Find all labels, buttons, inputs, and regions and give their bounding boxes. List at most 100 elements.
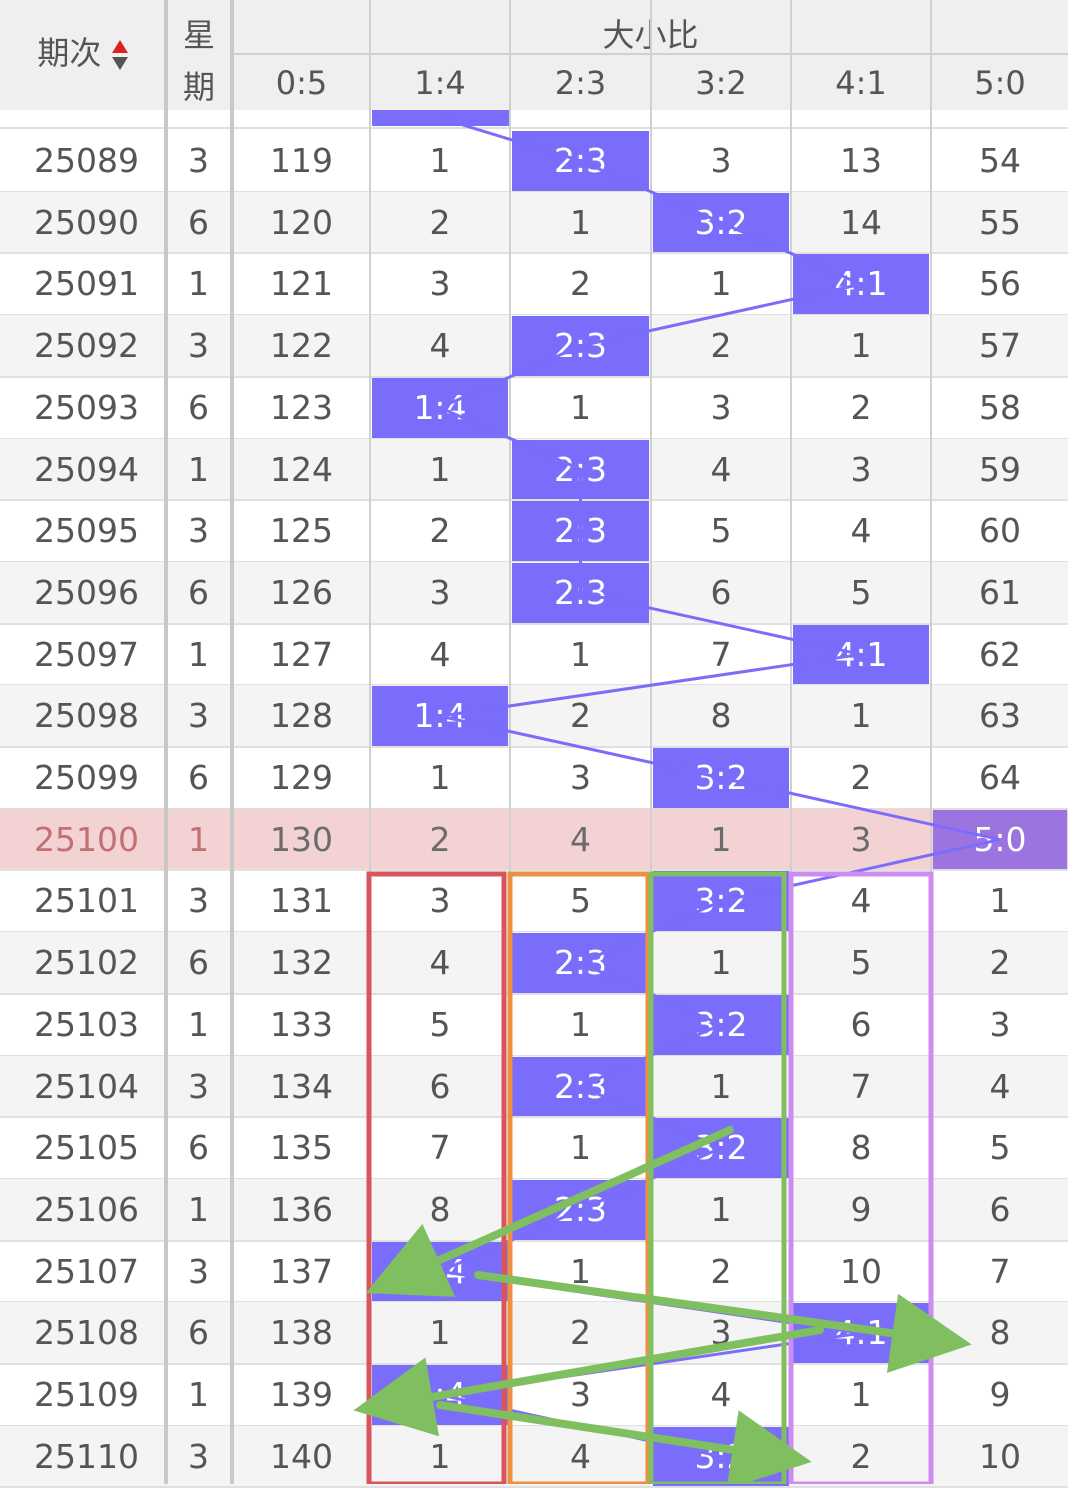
table-row[interactable]: 25104 3 134 6 2:3 1 7 4 xyxy=(0,1055,1068,1118)
miss-count: 125 xyxy=(270,511,333,551)
table-row[interactable]: 25097 1 127 4 1 7 4:1 62 xyxy=(0,624,1068,686)
column-header[interactable]: 4:1 xyxy=(835,64,887,102)
miss-count: 1 xyxy=(710,819,732,859)
issue-header[interactable]: 期次 xyxy=(0,28,165,74)
miss-count: 2 xyxy=(710,1251,732,1291)
table-row[interactable]: 25102 6 132 4 2:3 1 5 2 xyxy=(0,932,1068,995)
miss-count: 126 xyxy=(270,572,333,612)
row-divider xyxy=(0,499,1068,502)
table-row[interactable]: 25089 3 119 1 2:3 3 13 54 xyxy=(0,130,1068,192)
miss-count: 3 xyxy=(570,1375,591,1414)
miss-count: 3 xyxy=(429,572,451,612)
miss-count: 60 xyxy=(979,511,1021,551)
miss-count: 5 xyxy=(989,1128,1011,1168)
table-row[interactable]: 25110 3 140 1 4 3:2 2 10 xyxy=(0,1425,1068,1488)
column-header[interactable]: 5:0 xyxy=(974,64,1026,102)
week-day: 1 xyxy=(188,1375,209,1414)
trend-mark: 3:2 xyxy=(653,192,789,253)
miss-count: 1 xyxy=(850,326,872,366)
table-row[interactable]: 25103 1 133 5 1 3:2 6 3 xyxy=(0,994,1068,1056)
table-row[interactable]: 25107 3 137 1:4 1 2 10 7 xyxy=(0,1241,1068,1303)
table-row[interactable]: 25094 1 124 1 2:3 4 3 59 xyxy=(0,438,1068,501)
table-header: 期次 星 期 大小比 0:5 1:4 2:3 3:2 4:1 5:0 xyxy=(0,0,1068,110)
miss-count: 124 xyxy=(270,449,333,489)
week-label-top: 星 xyxy=(182,16,215,54)
miss-count: 8 xyxy=(850,1128,872,1168)
miss-count: 54 xyxy=(979,141,1021,180)
table-row[interactable]: 25091 1 121 3 2 1 4:1 56 xyxy=(0,253,1068,315)
table-row[interactable]: 25099 6 129 1 3 3:2 2 64 xyxy=(0,747,1068,809)
miss-count: 1 xyxy=(850,696,872,736)
week-day: 6 xyxy=(188,572,209,612)
miss-count: 4 xyxy=(570,1436,591,1476)
table-row[interactable]: 25106 1 136 8 2:3 1 9 6 xyxy=(0,1178,1068,1241)
col-divider xyxy=(930,0,932,1484)
trend-mark-partial xyxy=(372,110,509,126)
miss-count: 1 xyxy=(570,387,591,427)
table-row[interactable]: 25095 3 125 2 2:3 5 4 60 xyxy=(0,500,1068,562)
sort-icon[interactable] xyxy=(111,38,128,72)
miss-count: 5 xyxy=(429,1004,451,1044)
issue-number: 25095 xyxy=(34,511,139,551)
table-row[interactable]: 25100 1 130 2 4 1 3 5:0 xyxy=(0,808,1068,871)
trend-mark: 1:4 xyxy=(372,686,508,747)
week-day: 3 xyxy=(188,141,209,180)
miss-count: 4 xyxy=(850,881,872,921)
table-row[interactable]: 25108 6 138 1 2 3 4:1 8 xyxy=(0,1302,1068,1365)
miss-count: 134 xyxy=(270,1066,333,1106)
miss-count: 5 xyxy=(710,511,732,551)
issue-number: 25104 xyxy=(34,1066,139,1106)
miss-count: 127 xyxy=(270,634,333,674)
issue-number: 25091 xyxy=(34,264,139,304)
miss-count: 64 xyxy=(979,758,1021,797)
miss-count: 123 xyxy=(270,387,333,427)
issue-number: 25096 xyxy=(34,572,139,612)
week-day: 3 xyxy=(188,511,209,551)
table-row[interactable]: 25092 3 122 4 2:3 2 1 57 xyxy=(0,315,1068,378)
miss-count: 4 xyxy=(429,634,451,674)
miss-count: 1 xyxy=(429,758,451,797)
column-header[interactable]: 1:4 xyxy=(414,64,466,102)
miss-count: 129 xyxy=(270,758,333,797)
issue-number: 25089 xyxy=(34,141,139,180)
miss-count: 8 xyxy=(989,1313,1011,1353)
trend-mark: 2:3 xyxy=(512,1179,649,1240)
trend-mark: 4:1 xyxy=(793,1303,929,1364)
miss-count: 1 xyxy=(429,449,451,489)
table-row[interactable]: 25090 6 120 2 1 3:2 14 55 xyxy=(0,191,1068,254)
issue-number: 25105 xyxy=(34,1128,139,1168)
miss-count: 2 xyxy=(850,758,872,797)
table-row[interactable]: 25096 6 126 3 2:3 6 5 61 xyxy=(0,561,1068,624)
table-row[interactable]: 25109 1 139 1:4 3 4 1 9 xyxy=(0,1364,1068,1426)
miss-count: 140 xyxy=(270,1436,333,1476)
week-day: 1 xyxy=(188,634,209,674)
issue-number: 25109 xyxy=(34,1375,139,1414)
column-header[interactable]: 3:2 xyxy=(695,64,747,102)
table-row[interactable]: 25098 3 128 1:4 2 8 1 63 xyxy=(0,685,1068,748)
trend-mark: 2:3 xyxy=(512,933,649,994)
week-day: 1 xyxy=(188,264,209,304)
miss-count: 139 xyxy=(270,1375,333,1414)
week-day: 6 xyxy=(188,1128,209,1168)
trend-mark: 5:0 xyxy=(933,809,1067,870)
column-header[interactable]: 2:3 xyxy=(554,64,607,102)
table-row[interactable]: 25105 6 135 7 1 3:2 8 5 xyxy=(0,1117,1068,1179)
week-day: 3 xyxy=(188,1251,209,1291)
miss-count: 3 xyxy=(850,819,872,859)
week-day: 1 xyxy=(188,1004,209,1044)
week-day: 3 xyxy=(188,1436,209,1476)
miss-count: 132 xyxy=(270,943,333,983)
miss-count: 4 xyxy=(850,511,872,551)
issue-number: 25107 xyxy=(34,1251,139,1291)
miss-count: 8 xyxy=(710,696,732,736)
column-header[interactable]: 0:5 xyxy=(275,64,328,102)
trend-mark: 1:4 xyxy=(372,377,508,438)
miss-count: 2 xyxy=(989,943,1011,983)
trend-mark: 3:2 xyxy=(653,994,789,1055)
miss-count: 122 xyxy=(270,326,333,366)
miss-count: 59 xyxy=(979,449,1021,489)
miss-count: 5 xyxy=(570,881,591,921)
issue-number: 25106 xyxy=(34,1189,139,1229)
table-row[interactable]: 25101 3 131 3 5 3:2 4 1 xyxy=(0,870,1068,932)
table-row[interactable]: 25093 6 123 1:4 1 3 2 58 xyxy=(0,377,1068,439)
